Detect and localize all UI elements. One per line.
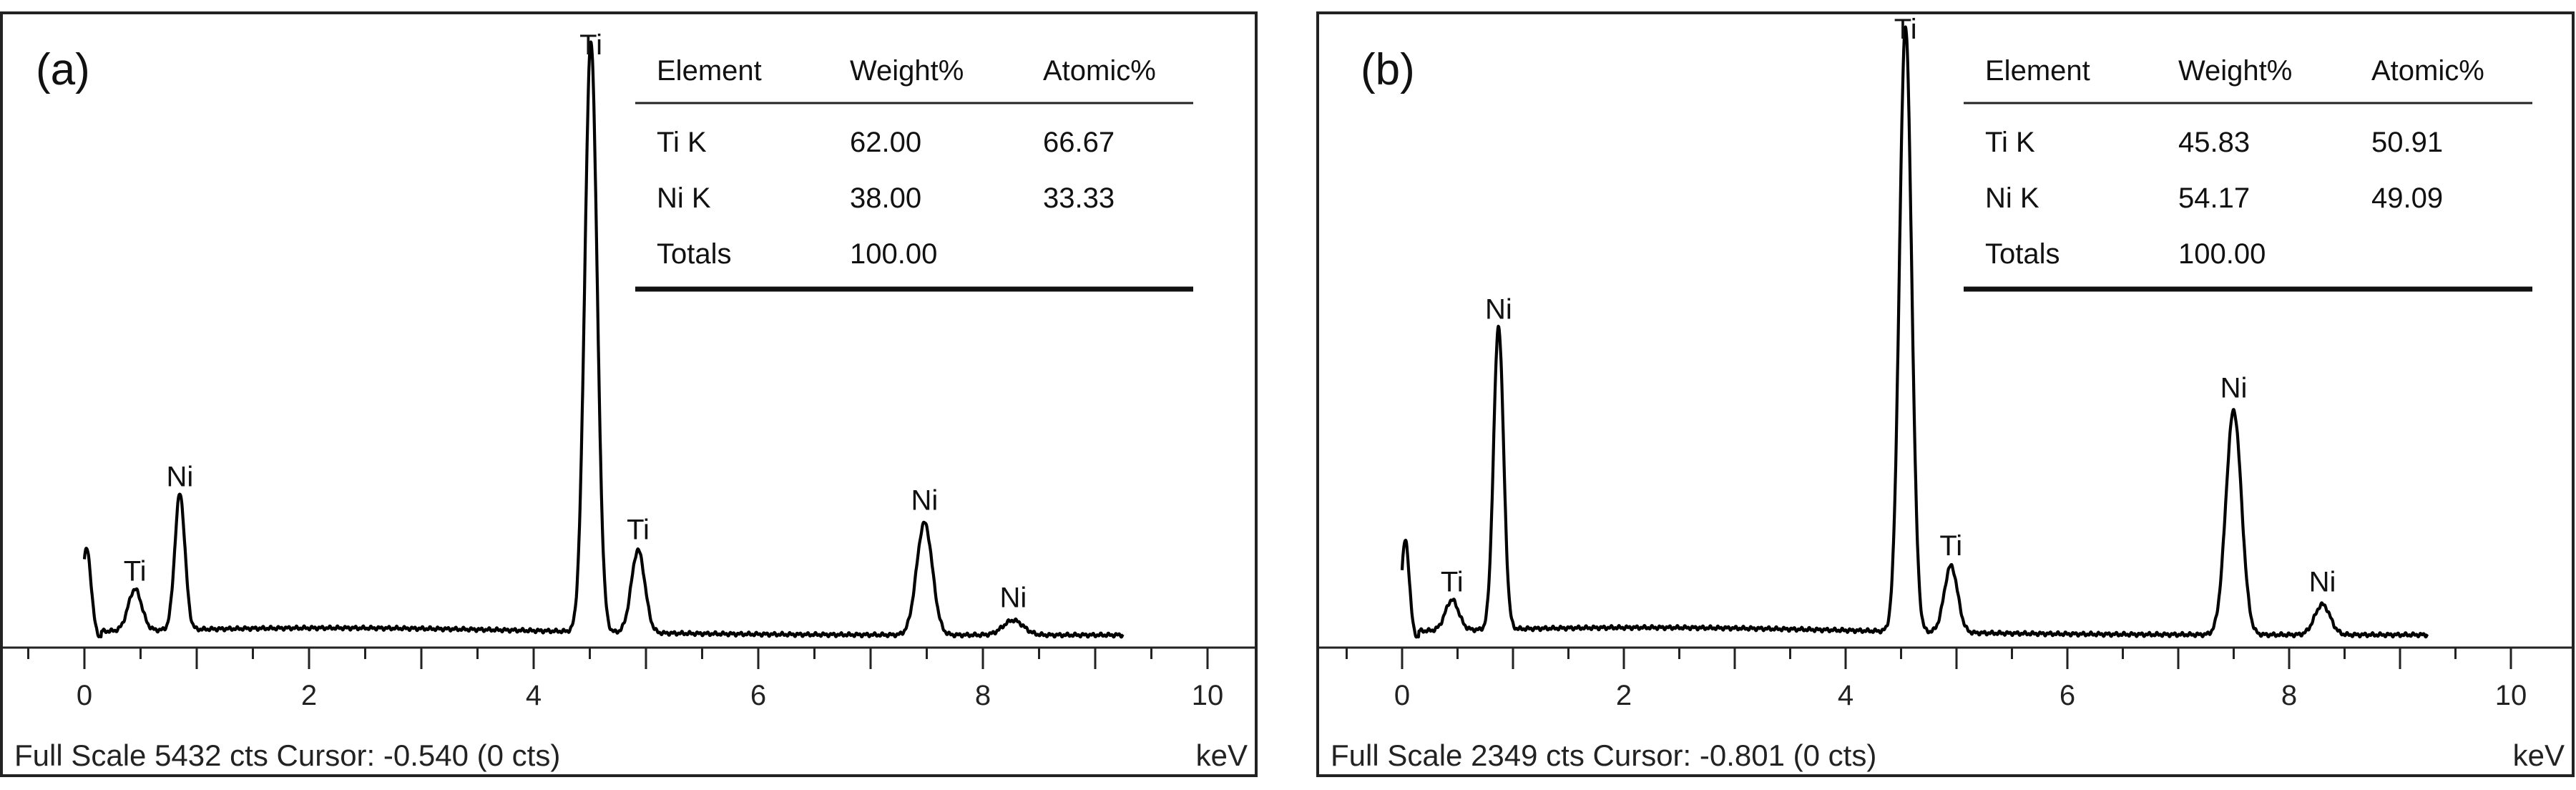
table-cell: Totals <box>1985 238 2060 270</box>
table-cell: Ti K <box>657 127 707 158</box>
full-scale-readout: Full Scale 5432 cts Cursor: -0.540 (0 ct… <box>14 738 560 772</box>
x-axis-unit-label: keV <box>1196 738 1248 772</box>
peak-label-ti: Ti <box>124 555 147 587</box>
table-header-cell: Weight% <box>2178 55 2292 87</box>
table-cell: 100.00 <box>2178 238 2266 270</box>
peak-label-ni: Ni <box>167 461 194 492</box>
peak-label-ni: Ni <box>911 484 938 516</box>
x-tick-label: 6 <box>2060 680 2075 711</box>
x-tick-label: 0 <box>1394 680 1410 711</box>
x-tick-label: 8 <box>975 680 991 711</box>
table-header-cell: Atomic% <box>2371 55 2484 87</box>
table-cell: Totals <box>657 238 732 270</box>
peak-label-ti: Ti <box>1441 567 1464 598</box>
peak-label-ni: Ni <box>2309 567 2336 598</box>
peak-label-ni: Ni <box>2220 373 2248 404</box>
chart-frame <box>0 11 1258 777</box>
peak-label-ti: Ti <box>627 515 650 546</box>
x-tick-label: 2 <box>301 680 317 711</box>
x-tick-label: 4 <box>1838 680 1853 711</box>
table-cell: 62.00 <box>850 127 921 158</box>
table-cell: 100.00 <box>850 238 937 270</box>
table-cell: 50.91 <box>2371 127 2443 158</box>
spectrum-line <box>82 40 1125 639</box>
eds-spectrum-chart-a: 0 2 4 6 8 10 Ti Ni Ti Ti Ni Ni (a) Full Scale 5432 ct… <box>0 11 1258 777</box>
x-axis-unit-label: keV <box>2513 738 2565 772</box>
peak-label-ni: Ni <box>1485 294 1512 326</box>
x-tick-label: 8 <box>2281 680 2297 711</box>
x-tick-label: 6 <box>750 680 766 711</box>
table-cell: 54.17 <box>2178 182 2250 214</box>
table-cell: Ni K <box>657 182 711 214</box>
x-tick-label: 4 <box>526 680 542 711</box>
panel-label-b: (b) <box>1361 45 1415 94</box>
table-cell: 49.09 <box>2371 182 2443 214</box>
full-scale-readout: Full Scale 2349 cts Cursor: -0.801 (0 ct… <box>1331 738 1876 772</box>
table-cell: 38.00 <box>850 182 921 214</box>
table-header-cell: Element <box>657 55 762 87</box>
spectrum-line <box>1400 25 2429 639</box>
eds-panel-a: 0 2 4 6 8 10 Ti Ni Ti Ti Ni Ni (a) Full Scale 5432 ct… <box>0 0 1259 790</box>
x-tick-label: 10 <box>2495 680 2527 711</box>
table-header-cell: Weight% <box>850 55 964 87</box>
table-cell: 45.83 <box>2178 127 2250 158</box>
eds-panel-b: 0 2 4 6 8 10 Ti Ni Ti Ti Ni Ni (b) Full Scale 2349 ct… <box>1316 0 2576 790</box>
table-cell: 33.33 <box>1043 182 1115 214</box>
x-tick-label: 2 <box>1616 680 1632 711</box>
eds-spectrum-chart-b: 0 2 4 6 8 10 Ti Ni Ti Ti Ni Ni (b) Full Scale 2349 ct… <box>1316 11 2575 777</box>
table-cell: Ni K <box>1985 182 2039 214</box>
table-cell: Ti K <box>1985 127 2035 158</box>
chart-frame <box>1316 11 2575 777</box>
table-header-cell: Element <box>1985 55 2090 87</box>
peak-label-ti: Ti <box>1894 14 1917 45</box>
x-tick-label: 0 <box>77 680 92 711</box>
peak-label-ti: Ti <box>579 29 602 61</box>
x-tick-label: 10 <box>1192 680 1224 711</box>
panel-label-a: (a) <box>36 45 90 94</box>
table-header-cell: Atomic% <box>1043 55 1156 87</box>
table-cell: 66.67 <box>1043 127 1115 158</box>
peak-label-ti: Ti <box>1939 530 1962 562</box>
peak-label-ni: Ni <box>999 582 1027 613</box>
